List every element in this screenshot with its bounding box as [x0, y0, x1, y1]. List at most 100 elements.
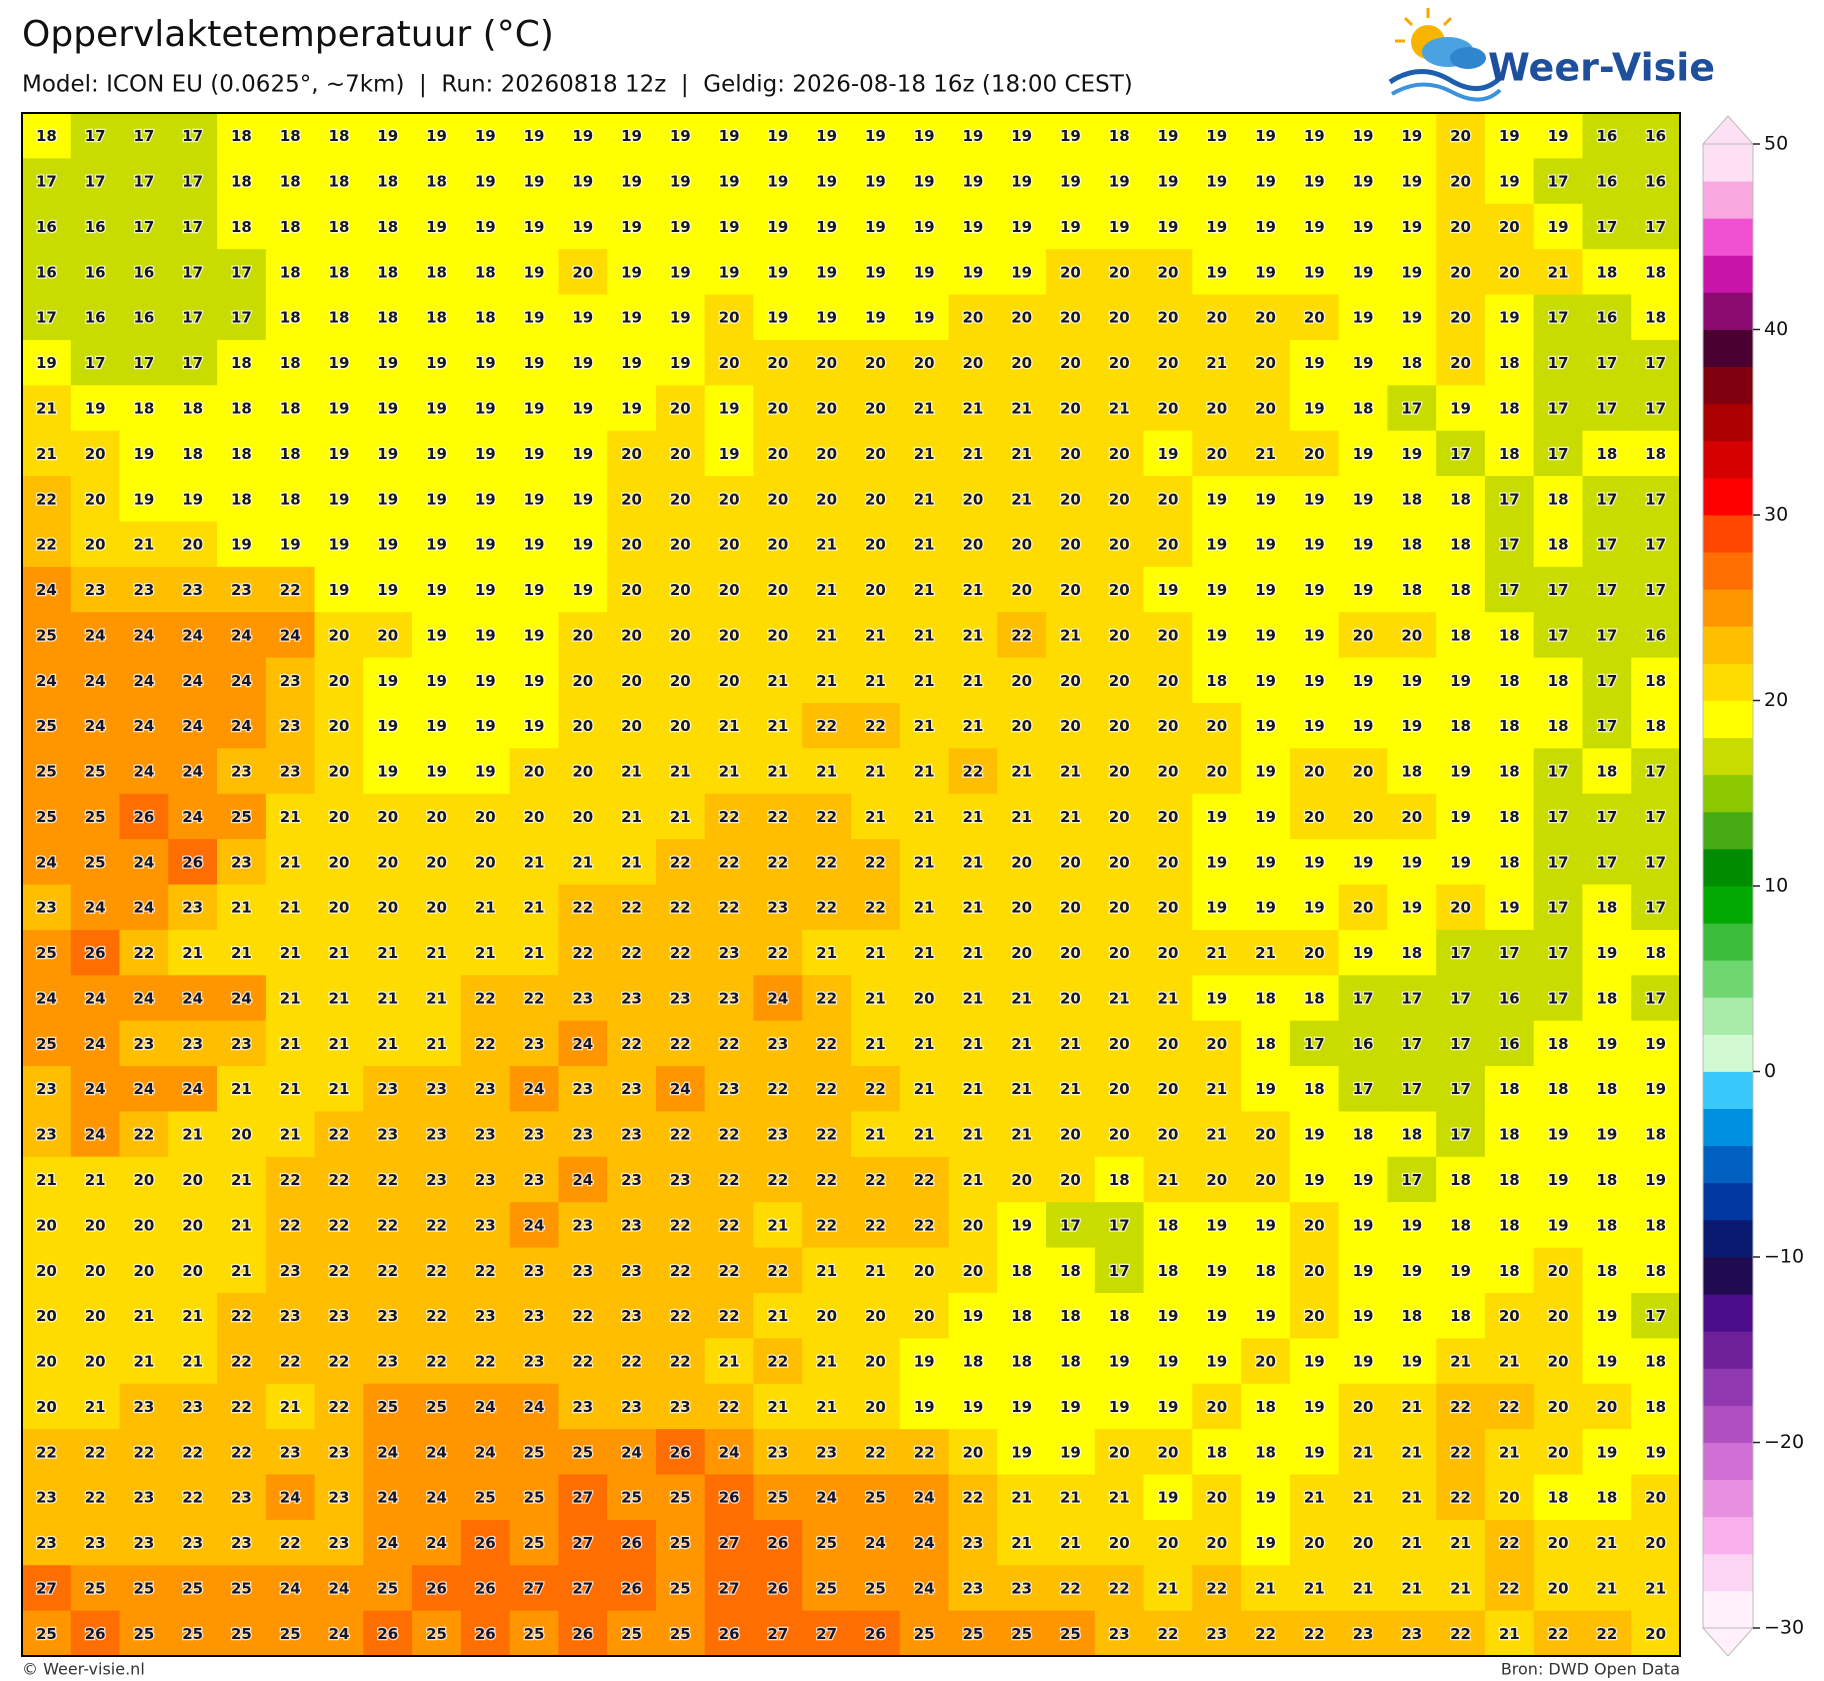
temperature-cell [655, 1292, 706, 1339]
temperature-cell [655, 385, 706, 432]
temperature-label: 17 [1645, 989, 1666, 1007]
temperature-cell [607, 1565, 657, 1612]
temperature-cell [1582, 294, 1632, 341]
temperature-cell [265, 1020, 316, 1067]
temperature-cell [217, 1292, 267, 1339]
temperature-cell [1192, 566, 1242, 613]
temperature-cell [1289, 1202, 1340, 1249]
temperature-cell [1241, 839, 1291, 886]
temperature-label: 23 [1401, 1625, 1422, 1643]
temperature-cell [509, 612, 560, 659]
temperature-label: 19 [426, 672, 447, 690]
temperature-label: 20 [329, 899, 350, 917]
temperature-cell [851, 612, 901, 659]
temperature-label: 18 [1596, 899, 1617, 917]
temperature-label: 21 [426, 1035, 447, 1053]
temperature-label: 19 [1304, 1171, 1325, 1189]
temperature-label: 18 [231, 173, 252, 191]
temperature-cell [22, 1519, 72, 1566]
temperature-cell [851, 521, 901, 568]
temperature-label: 20 [670, 717, 691, 735]
temperature-cell [1241, 1519, 1291, 1566]
temperature-label: 24 [377, 1489, 398, 1507]
temperature-cell [168, 1519, 218, 1566]
temperature-label: 21 [36, 399, 57, 417]
temperature-label: 23 [621, 1171, 642, 1189]
temperature-label: 22 [962, 763, 983, 781]
temperature-cell [802, 1020, 852, 1067]
temperature-label: 22 [719, 808, 740, 826]
temperature-label: 17 [1548, 399, 1569, 417]
temperature-cell [851, 1066, 901, 1113]
temperature-label: 20 [1158, 354, 1179, 372]
temperature-cell [1484, 430, 1535, 477]
temperature-cell [119, 975, 169, 1022]
temperature-label: 23 [36, 1489, 57, 1507]
temperature-label: 18 [377, 218, 398, 236]
temperature-cell [558, 1020, 608, 1067]
temperature-cell [1094, 702, 1145, 749]
temperature-label: 20 [865, 490, 886, 508]
temperature-label: 22 [329, 1171, 350, 1189]
temperature-cell [119, 203, 169, 250]
temperature-label: 19 [719, 218, 740, 236]
temperature-label: 22 [572, 944, 593, 962]
temperature-label: 19 [1206, 581, 1227, 599]
temperature-cell [22, 1156, 72, 1203]
temperature-cell [265, 884, 316, 931]
temperature-cell [997, 929, 1047, 976]
temperature-label: 21 [524, 853, 545, 871]
temperature-label: 21 [1060, 1489, 1081, 1507]
temperature-cell [753, 158, 803, 205]
temperature-cell [1094, 884, 1145, 931]
temperature-cell [460, 929, 511, 976]
temperature-cell [1533, 430, 1584, 477]
temperature-cell [265, 1156, 316, 1203]
temperature-label: 18 [1255, 1443, 1276, 1461]
temperature-label: 22 [426, 1262, 447, 1280]
temperature-label: 23 [182, 1534, 203, 1552]
temperature-cell [1582, 1565, 1632, 1612]
temperature-cell [1436, 1292, 1486, 1339]
temperature-cell [217, 657, 267, 704]
temperature-cell [1241, 113, 1291, 159]
temperature-cell [1143, 1111, 1193, 1158]
temperature-label: 19 [1255, 218, 1276, 236]
temperature-label: 21 [231, 1262, 252, 1280]
temperature-cell [1289, 476, 1340, 523]
temperature-label: 20 [719, 536, 740, 554]
temperature-label: 18 [280, 399, 301, 417]
temperature-cell [1094, 113, 1145, 159]
colorbar-band [1703, 1590, 1753, 1629]
temperature-label: 21 [280, 899, 301, 917]
temperature-cell [704, 521, 755, 568]
temperature-cell [509, 158, 560, 205]
temperature-cell [1094, 929, 1145, 976]
temperature-label: 24 [133, 626, 154, 644]
temperature-label: 20 [865, 399, 886, 417]
temperature-cell [22, 1292, 72, 1339]
temperature-label: 22 [816, 989, 837, 1007]
temperature-label: 23 [572, 1216, 593, 1234]
logo-wave [1388, 69, 1502, 91]
temperature-cell [509, 521, 560, 568]
temperature-label: 20 [1304, 1534, 1325, 1552]
temperature-label: 20 [182, 1171, 203, 1189]
temperature-cell [1484, 1474, 1535, 1521]
temperature-label: 19 [475, 763, 496, 781]
temperature-label: 21 [1596, 1534, 1617, 1552]
temperature-label: 20 [1158, 1443, 1179, 1461]
temperature-label: 21 [1011, 1534, 1032, 1552]
temperature-cell [655, 521, 706, 568]
temperature-cell [1192, 975, 1242, 1022]
temperature-cell [217, 1474, 267, 1521]
temperature-cell [168, 1247, 218, 1294]
temperature-label: 17 [1596, 536, 1617, 554]
temperature-cell [851, 1338, 901, 1385]
temperature-label: 23 [475, 1126, 496, 1144]
temperature-label: 20 [426, 853, 447, 871]
temperature-cell [558, 385, 608, 432]
temperature-label: 26 [670, 1443, 691, 1461]
temperature-cell [412, 203, 462, 250]
temperature-label: 21 [1450, 1534, 1471, 1552]
